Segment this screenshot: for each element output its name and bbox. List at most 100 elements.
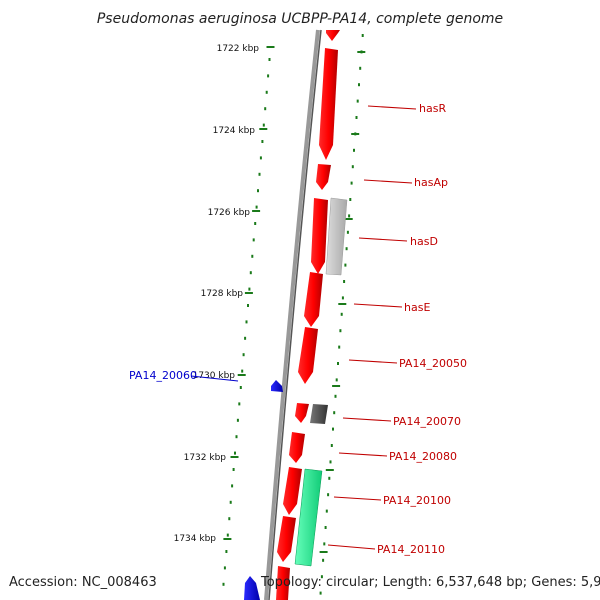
ring-dot <box>225 550 228 553</box>
ring-dot <box>222 582 225 586</box>
ring-major-tick <box>338 303 347 305</box>
ring-dot <box>242 353 245 357</box>
ring-major-tick <box>244 292 253 294</box>
ring-dot <box>236 418 239 422</box>
gene-arrow-PA14_20100[interactable] <box>283 467 302 515</box>
ring-dot <box>350 181 353 185</box>
ring-dot <box>241 369 244 373</box>
ring-dot <box>245 320 248 324</box>
kbp-tick-label: 1722 kbp <box>217 44 260 54</box>
ring-dot <box>337 362 339 365</box>
backbone-line <box>264 29 320 600</box>
gene-leader-lines <box>327 105 417 550</box>
ring-major-tick <box>332 385 341 387</box>
gene-label-hasAp[interactable]: hasAp <box>414 176 448 189</box>
ring-dot <box>267 74 270 78</box>
ring-dot <box>239 386 242 389</box>
ring-dot <box>325 509 328 513</box>
ring-major-tick <box>252 210 261 212</box>
ring-dot <box>261 140 264 143</box>
ring-dot <box>259 156 262 160</box>
ring-dot <box>323 542 326 546</box>
backbone-shadow <box>268 29 322 600</box>
ring-major-tick <box>357 51 366 53</box>
ring-dot <box>361 34 364 37</box>
gene-arrow-top-partial[interactable] <box>326 30 340 41</box>
ring-dot <box>244 336 247 340</box>
ring-dot <box>343 280 346 283</box>
gene-label-hasR[interactable]: hasR <box>419 102 446 115</box>
ring-dot <box>355 116 358 119</box>
ring-dot <box>322 558 325 562</box>
ring-dot <box>345 247 348 251</box>
gene-label-PA14_20100[interactable]: PA14_20100 <box>383 494 451 507</box>
ring-dot <box>251 254 254 258</box>
ring-dot <box>338 345 341 349</box>
kbp-tick-label: 1726 kbp <box>208 208 251 218</box>
ring-dot <box>353 148 355 152</box>
gene-arrow-bottom-partial[interactable] <box>276 566 290 600</box>
gene-label-PA14_20060[interactable]: PA14_20060 <box>129 369 197 382</box>
ring-dot <box>258 172 261 176</box>
gene-arrow-PA14_20080[interactable] <box>289 432 305 463</box>
gene-label-PA14_20050[interactable]: PA14_20050 <box>399 357 467 370</box>
ring-dot <box>330 444 333 447</box>
forward-gene-labels: hasR hasAp hasD hasE PA14_20050 PA14_200… <box>377 102 467 556</box>
ring-dot <box>228 517 231 521</box>
feature-block-teal <box>294 468 323 567</box>
outer-dotted-ring <box>222 46 275 586</box>
ring-dot <box>247 304 249 307</box>
reverse-genes <box>244 380 283 600</box>
ring-dot <box>327 493 330 497</box>
ring-dot <box>344 263 347 267</box>
ring-dot <box>349 198 352 201</box>
gene-arrow-PA14_20050[interactable] <box>298 327 318 384</box>
gene-arrow-hasAp[interactable] <box>316 164 331 190</box>
ring-major-tick <box>230 456 239 458</box>
gene-label-PA14_20110[interactable]: PA14_20110 <box>377 543 445 556</box>
topology-text: Topology: circular; Length: 6,537,648 bp… <box>260 575 600 590</box>
feature-block-grey <box>325 197 348 276</box>
gene-label-hasD[interactable]: hasD <box>410 235 438 248</box>
ring-dot <box>339 329 342 333</box>
feature-block-darkgrey <box>310 404 328 424</box>
ring-dot <box>359 66 362 70</box>
ring-major-tick <box>344 218 353 220</box>
gene-label-PA14_20080[interactable]: PA14_20080 <box>389 450 457 463</box>
gene-label-hasE[interactable]: hasE <box>404 301 430 314</box>
ring-major-tick <box>325 469 334 471</box>
gene-label-PA14_20070[interactable]: PA14_20070 <box>393 415 461 428</box>
ring-dot <box>248 287 251 291</box>
ring-dot <box>232 468 235 471</box>
ring-dot <box>356 99 359 103</box>
accession-text: Accession: NC_008463 <box>9 575 157 590</box>
gene-arrow-hasD[interactable] <box>311 198 328 274</box>
gene-arrow-hasR[interactable] <box>319 48 338 160</box>
gene-arrow-hasE[interactable] <box>304 272 323 327</box>
ring-dot <box>324 526 327 529</box>
gene-arrow-PA14_20060[interactable] <box>271 380 283 392</box>
ring-dot <box>268 58 271 61</box>
ring-dot <box>328 476 331 480</box>
ring-major-tick <box>319 551 328 553</box>
ring-major-tick <box>266 46 275 48</box>
ring-dot <box>229 500 232 504</box>
ring-dot <box>254 222 257 225</box>
gene-arrow-PA14_20110[interactable] <box>277 516 296 562</box>
ring-dot <box>333 411 336 415</box>
ring-dot <box>346 230 349 234</box>
ring-major-tick <box>237 374 246 376</box>
gene-arrow-PA14_20070[interactable] <box>295 403 309 423</box>
ring-dot <box>319 591 322 595</box>
reverse-leader-line <box>190 375 239 382</box>
ring-dot <box>329 460 332 464</box>
gene-arrow-bottom-reverse[interactable] <box>244 576 260 600</box>
ring-dot <box>264 107 267 111</box>
inner-dotted-ring <box>319 34 366 595</box>
ring-dot <box>262 123 265 127</box>
kbp-tick-label: 1728 kbp <box>201 289 244 299</box>
ring-dot <box>348 214 351 218</box>
ring-dot <box>340 312 343 316</box>
ring-major-tick <box>259 128 268 130</box>
ring-dot <box>226 533 229 537</box>
